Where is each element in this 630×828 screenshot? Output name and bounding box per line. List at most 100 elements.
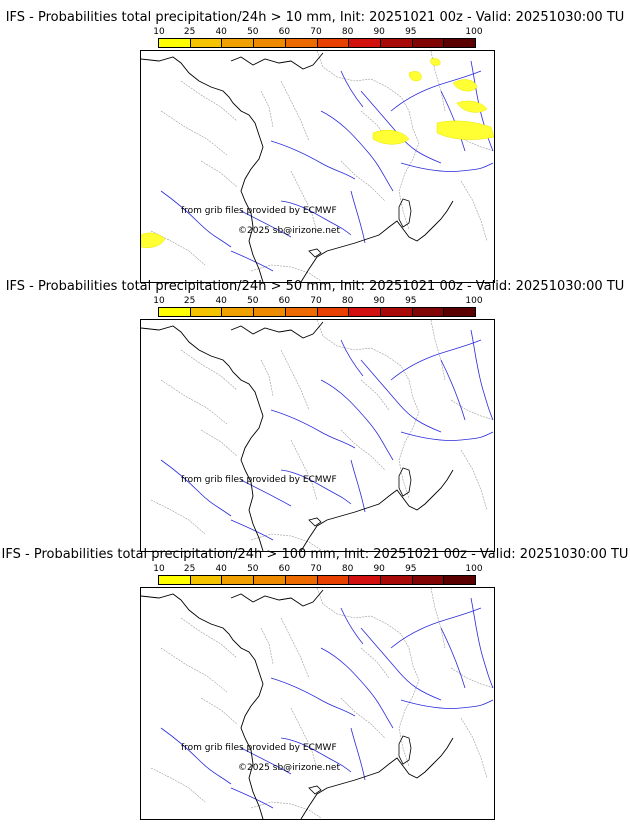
colorbar-segment [412,576,445,584]
forecast-panel-10mm: IFS - Probabilities total precipitation/… [0,10,630,283]
precip-probability-area [436,120,494,140]
colorbar-segment [380,39,413,47]
admin-border [360,647,390,679]
admin-border [316,51,420,230]
river [160,727,232,785]
colorbar-tick-label: 25 [183,27,196,37]
colorbar-tick-label: 60 [278,564,291,574]
precip-probability-area [456,100,488,113]
colorbar-segment [190,308,223,316]
admin-border [316,588,420,767]
colorbar-tick-label: 60 [278,27,291,37]
river [160,459,232,517]
river [470,60,494,152]
coastline [300,200,454,282]
ecmwf-credit: from grib files provided by ECMWF [181,475,337,485]
admin-border [180,617,238,659]
coastline [141,593,264,819]
river [440,359,466,421]
admin-border [280,80,310,142]
admin-border [290,439,318,501]
river [270,677,356,717]
precip-probability-area [372,129,410,145]
precip-probability-area [430,58,441,66]
probability-colorbar [158,575,476,585]
colorbar-tick-label: 50 [247,564,259,574]
admin-border [290,170,318,232]
river [400,162,494,172]
colorbar-tick-label: 70 [310,564,322,574]
river [270,140,356,180]
admin-border [260,627,274,665]
colorbar-segment [159,39,191,47]
river [240,479,292,507]
colorbar-tick-label: 80 [341,564,354,574]
river [240,210,292,238]
admin-border [180,349,238,391]
river [320,647,394,729]
admin-border [430,588,446,649]
coastline [300,737,454,819]
colorbar-segment [254,576,286,584]
colorbar-segment [317,576,350,584]
river [350,727,366,781]
river [280,200,352,236]
river [400,699,494,709]
colorbar-tick-label: 95 [405,296,417,306]
map-france [140,587,495,820]
river [350,459,366,513]
colorbar-segment [285,39,318,47]
colorbar-tick-label: 25 [183,564,196,574]
admin-border [250,801,322,819]
colorbar-segment [444,39,476,47]
colorbar-segment [222,576,255,584]
river [470,329,494,421]
admin-border [430,320,446,381]
river [360,90,442,164]
colorbar-tick-label: 10 [153,564,165,574]
colorbar-tick-label: 40 [215,27,227,37]
colorbar-tick-label: 95 [405,27,417,37]
admin-border [340,160,386,202]
map-canvas [141,588,494,819]
colorbar-segment [412,39,445,47]
corsica-island [398,467,412,497]
admin-border [250,264,322,282]
river [280,737,352,773]
colorbar-tick-label: 90 [373,27,385,37]
colorbar-segment [349,308,381,316]
probability-colorbar [158,38,476,48]
colorbar-segment [222,39,255,47]
river [390,339,482,381]
ecmwf-credit: from grib files provided by ECMWF [181,206,337,216]
colorbar-segment [444,576,476,584]
coastline [230,52,324,70]
colorbar-ticks: 10 25 40 50 60 70 80 90 95 100 [153,296,482,308]
map-france [140,50,495,283]
balearic-island [308,517,322,527]
corsica-island [398,198,412,228]
map-canvas [141,320,494,551]
colorbar-segment [190,39,223,47]
coastline [300,469,454,551]
panel-title: IFS - Probabilities total precipitation/… [5,10,625,25]
admin-border [290,707,318,769]
admin-border [360,379,390,411]
panel-title: IFS - Probabilities total precipitation/… [5,279,625,294]
colorbar-tick-label: 70 [310,27,322,37]
coastline [141,325,264,551]
river [390,607,482,649]
admin-border [280,617,310,679]
colorbar-segment [254,308,286,316]
colorbar-tick-label: 25 [183,296,196,306]
colorbar-tick-label: 50 [247,27,259,37]
colorbar-tick-label: 10 [153,296,165,306]
colorbar-tick-label: 100 [465,27,483,37]
colorbar-tick-label: 90 [373,564,385,574]
colorbar-segment [380,308,413,316]
precip-probability-area [408,71,422,82]
colorbar-ticks: 10 25 40 50 60 70 80 90 95 100 [153,564,482,576]
river [230,519,274,541]
colorbar-tick-label: 50 [247,296,259,306]
colorbar-tick-label: 80 [341,27,354,37]
